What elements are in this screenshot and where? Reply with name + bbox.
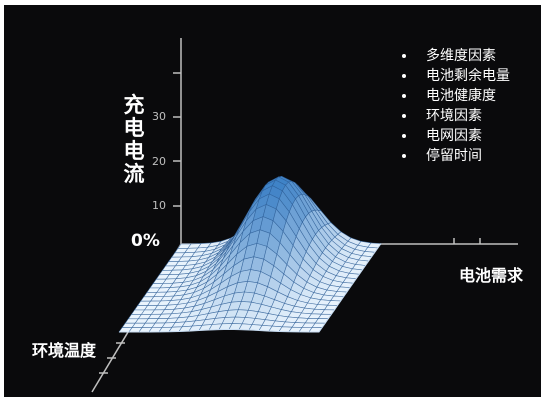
legend: 多维度因素 电池剩余电量 电池健康度 环境因素 电网因素 停留时间 (396, 46, 510, 166)
legend-label: 电网因素 (426, 128, 482, 144)
surface-mesh (119, 243, 382, 333)
bullet-icon (402, 54, 406, 58)
legend-item: 环境因素 (396, 106, 510, 126)
legend-label: 环境因素 (426, 108, 482, 124)
y-tick-label: 20 (152, 155, 166, 168)
legend-item: 电网因素 (396, 126, 510, 146)
bullet-icon (402, 154, 406, 158)
legend-label: 电池剩余电量 (426, 68, 510, 84)
bullet-icon (402, 134, 406, 138)
legend-label: 电池健康度 (426, 88, 496, 104)
z-axis-title: 环境温度 (32, 341, 97, 360)
y-tick-label: 30 (152, 110, 166, 123)
legend-item: 停留时间 (396, 146, 510, 166)
y-tick-label: 10 (152, 199, 166, 212)
legend-label: 多维度因素 (426, 48, 496, 64)
bullet-icon (402, 74, 406, 78)
legend-item: 电池剩余电量 (396, 66, 510, 86)
legend-item: 电池健康度 (396, 86, 510, 106)
bullet-icon (402, 94, 406, 98)
legend-item: 多维度因素 (396, 46, 510, 66)
surface-edge (119, 243, 382, 333)
x-axis-title: 电池需求 (459, 266, 524, 285)
y-axis-title: 充电电流 (123, 93, 145, 186)
y-tick-label-zero: 0% (131, 231, 160, 251)
bullet-icon (402, 114, 406, 118)
surface-patches (118, 176, 382, 333)
legend-label: 停留时间 (426, 148, 482, 164)
